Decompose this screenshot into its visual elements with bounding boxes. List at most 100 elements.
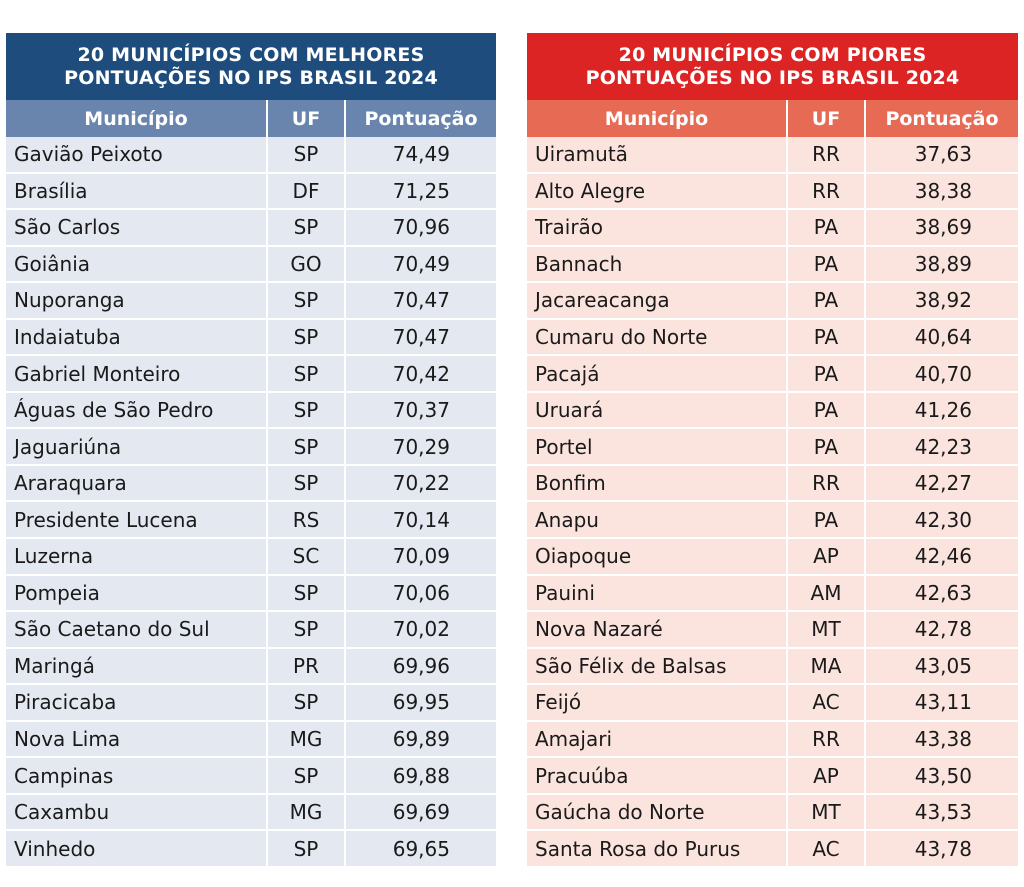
municipio-cell: Cumaru do Norte — [527, 318, 788, 357]
uf-cell: SP — [267, 355, 346, 393]
table-row: Amajari RR 43,38 — [527, 720, 1018, 759]
pontuacao-cell: 38,38 — [865, 172, 1018, 211]
municipio-cell: Amajari — [527, 720, 788, 759]
table-row: Gaúcha do Norte MT 43,53 — [527, 793, 1018, 832]
column-header-uf: UF — [267, 100, 346, 137]
uf-cell: MT — [787, 793, 866, 832]
table-row: Presidente Lucena RS 70,14 — [6, 501, 496, 540]
uf-cell: RR — [787, 137, 866, 174]
table-row: Pacajá PA 40,70 — [527, 355, 1018, 393]
pontuacao-cell: 42,63 — [865, 574, 1018, 613]
uf-cell: SP — [267, 282, 346, 320]
municipio-cell: Gabriel Monteiro — [6, 355, 268, 393]
uf-cell: PA — [787, 245, 866, 284]
table-row: Pracuúba AP 43,50 — [527, 757, 1018, 795]
municipio-cell: Anapu — [527, 501, 788, 540]
table-row: Nuporanga SP 70,47 — [6, 282, 496, 320]
pontuacao-cell: 41,26 — [865, 391, 1018, 430]
municipio-cell: São Félix de Balsas — [527, 647, 788, 686]
pontuacao-cell: 70,47 — [345, 282, 496, 320]
uf-cell: SP — [267, 830, 346, 868]
best-table-body: Gavião Peixoto SP 74,49 Brasília DF 71,25 São … — [6, 137, 496, 868]
table-row: Anapu PA 42,30 — [527, 501, 1018, 540]
pontuacao-cell: 70,06 — [345, 574, 496, 613]
pontuacao-cell: 43,53 — [865, 793, 1018, 832]
uf-cell: AP — [787, 757, 866, 795]
pontuacao-cell: 43,11 — [865, 684, 1018, 722]
pontuacao-cell: 40,64 — [865, 318, 1018, 357]
municipio-cell: Piracicaba — [6, 684, 268, 722]
table-row: Goiânia GO 70,49 — [6, 245, 496, 284]
worst-municipalities-table: 20 MUNICÍPIOS COM PIORES PONTUAÇÕES NO I… — [527, 33, 1018, 868]
municipio-cell: Vinhedo — [6, 830, 268, 868]
pontuacao-cell: 42,27 — [865, 464, 1018, 503]
table-row: São Caetano do Sul SP 70,02 — [6, 611, 496, 649]
uf-cell: MG — [267, 793, 346, 832]
column-header-pontuacao: Pontuação — [345, 100, 496, 137]
municipio-cell: Uruará — [527, 391, 788, 430]
table-row: Gabriel Monteiro SP 70,42 — [6, 355, 496, 393]
municipio-cell: Gavião Peixoto — [6, 137, 268, 174]
uf-cell: SP — [267, 757, 346, 795]
municipio-cell: Pacajá — [527, 355, 788, 393]
table-row: Nova Lima MG 69,89 — [6, 720, 496, 759]
pontuacao-cell: 70,49 — [345, 245, 496, 284]
uf-cell: RR — [787, 464, 866, 503]
municipio-cell: Luzerna — [6, 538, 268, 576]
pontuacao-cell: 69,95 — [345, 684, 496, 722]
worst-title-line1: 20 MUNICÍPIOS COM PIORES — [618, 43, 927, 66]
pontuacao-cell: 43,05 — [865, 647, 1018, 686]
table-row: Cumaru do Norte PA 40,64 — [527, 318, 1018, 357]
uf-cell: SP — [267, 209, 346, 247]
worst-table-title: 20 MUNICÍPIOS COM PIORES PONTUAÇÕES NO I… — [527, 33, 1018, 100]
table-row: Portel PA 42,23 — [527, 428, 1018, 466]
column-header-municipio: Município — [527, 100, 788, 137]
table-row: Luzerna SC 70,09 — [6, 538, 496, 576]
best-title-line1: 20 MUNICÍPIOS COM MELHORES — [77, 43, 425, 66]
uf-cell: MA — [787, 647, 866, 686]
worst-title-line2: PONTUAÇÕES NO IPS BRASIL 2024 — [585, 66, 960, 89]
table-row: Uruará PA 41,26 — [527, 391, 1018, 430]
uf-cell: PA — [787, 318, 866, 357]
uf-cell: RR — [787, 720, 866, 759]
pontuacao-cell: 43,50 — [865, 757, 1018, 795]
pontuacao-cell: 38,69 — [865, 209, 1018, 247]
table-row: Indaiatuba SP 70,47 — [6, 318, 496, 357]
best-table-title: 20 MUNICÍPIOS COM MELHORES PONTUAÇÕES NO… — [6, 33, 496, 100]
uf-cell: AP — [787, 538, 866, 576]
uf-cell: GO — [267, 245, 346, 284]
pontuacao-cell: 42,78 — [865, 611, 1018, 649]
table-row: Trairão PA 38,69 — [527, 209, 1018, 247]
pontuacao-cell: 69,69 — [345, 793, 496, 832]
pontuacao-cell: 38,89 — [865, 245, 1018, 284]
uf-cell: PA — [787, 355, 866, 393]
table-row: Brasília DF 71,25 — [6, 172, 496, 211]
column-header-uf: UF — [787, 100, 866, 137]
pontuacao-cell: 37,63 — [865, 137, 1018, 174]
pontuacao-cell: 70,02 — [345, 611, 496, 649]
table-row: Vinhedo SP 69,65 — [6, 830, 496, 868]
pontuacao-cell: 70,29 — [345, 428, 496, 466]
municipio-cell: Maringá — [6, 647, 268, 686]
table-row: Jaguariúna SP 70,29 — [6, 428, 496, 466]
uf-cell: AM — [787, 574, 866, 613]
pontuacao-cell: 70,14 — [345, 501, 496, 540]
uf-cell: SP — [267, 137, 346, 174]
worst-table: Município UF Pontuação Uiramutã RR 37,63 Al… — [527, 100, 1018, 868]
municipio-cell: Santa Rosa do Purus — [527, 830, 788, 868]
table-row: Maringá PR 69,96 — [6, 647, 496, 686]
table-row: Feijó AC 43,11 — [527, 684, 1018, 722]
table-row: Uiramutã RR 37,63 — [527, 137, 1018, 174]
municipio-cell: Araraquara — [6, 464, 268, 503]
pontuacao-cell: 69,88 — [345, 757, 496, 795]
table-row: Alto Alegre RR 38,38 — [527, 172, 1018, 211]
pontuacao-cell: 69,96 — [345, 647, 496, 686]
uf-cell: SP — [267, 611, 346, 649]
uf-cell: MT — [787, 611, 866, 649]
pontuacao-cell: 43,78 — [865, 830, 1018, 868]
municipio-cell: Caxambu — [6, 793, 268, 832]
table-row: Pauini AM 42,63 — [527, 574, 1018, 613]
municipio-cell: São Carlos — [6, 209, 268, 247]
uf-cell: PA — [787, 282, 866, 320]
uf-cell: SP — [267, 464, 346, 503]
